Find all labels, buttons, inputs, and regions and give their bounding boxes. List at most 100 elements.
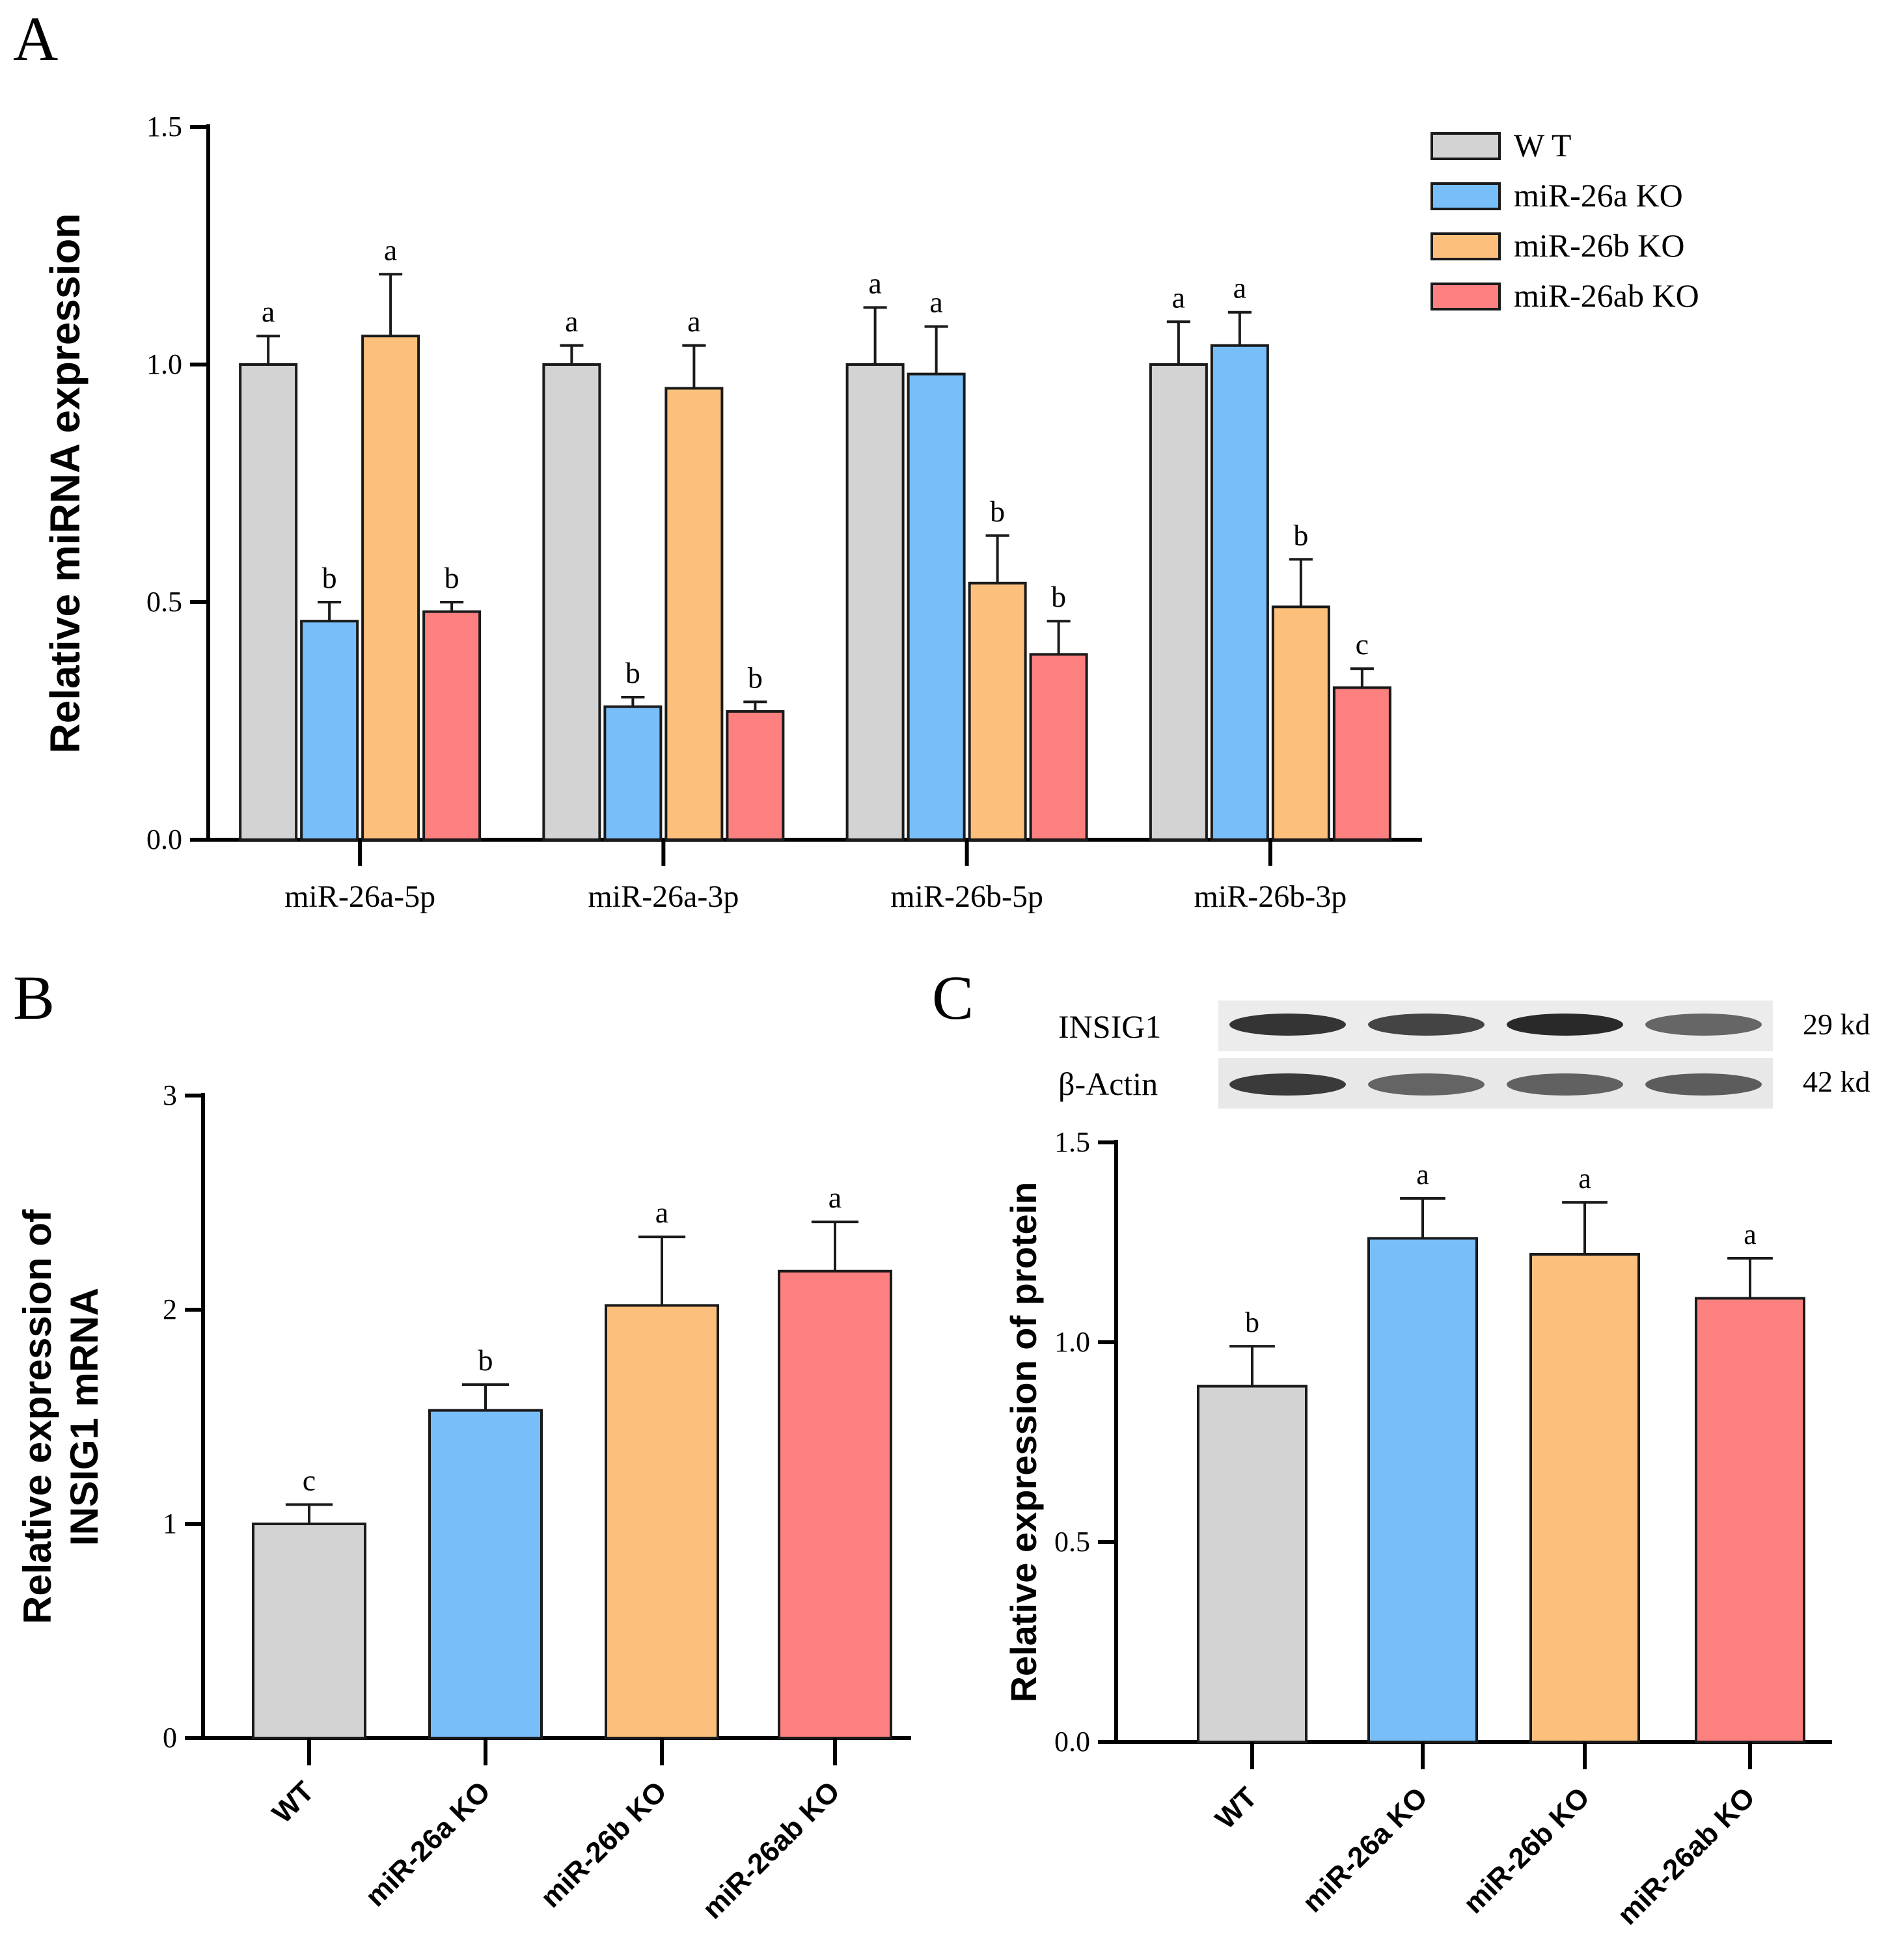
x-tick-label-mir-26ab-ko: miR-26ab KO — [696, 1775, 846, 1925]
panel-b-chart: 0 1 2 3 c WT b miR-26a KO a miR-26b KO a miR-26ab K… — [16, 1079, 911, 1925]
y-tick-label-2: 2 — [163, 1293, 177, 1325]
blot-band — [1645, 1073, 1762, 1096]
bar-mir-26a-ko-mir-26b-5p — [907, 372, 966, 841]
blot-band — [1368, 1014, 1485, 1036]
blot-label-insig1: INSIG1 — [1058, 1008, 1161, 1045]
legend-swatch-4 — [1431, 283, 1501, 311]
x-tick-label-mir-26a-5p: miR-26a-5p — [284, 879, 435, 914]
blot-size-42-kd: 42 kd — [1803, 1065, 1870, 1098]
y-tick-label-3: 3 — [163, 1079, 177, 1111]
bar-mir-26b-ko — [1529, 1252, 1640, 1744]
significance-letter: a — [1578, 1163, 1591, 1194]
significance-letter: a — [687, 305, 700, 338]
significance-letter: a — [1233, 271, 1246, 305]
bar-mir-26b-ko — [605, 1304, 719, 1740]
panel-a-chart: 0.0 0.5 1.0 1.5 a b a b miR-26a-5p a b a b miR-26a-3p… — [42, 111, 1422, 914]
bar-mir-26a-ko-mir-26a-5p — [300, 620, 359, 841]
y-axis-title: Relative miRNA expression — [42, 214, 89, 754]
significance-letter: a — [828, 1181, 842, 1214]
bar-mir-26ab-ko — [1695, 1297, 1805, 1743]
panel-label-c: C — [932, 963, 974, 1032]
x-tick-label-wt: WT — [266, 1775, 320, 1829]
significance-letter: c — [303, 1463, 316, 1497]
significance-letter: a — [384, 233, 397, 266]
bar-mir-26b-ko-mir-26b-3p — [1271, 605, 1330, 841]
x-tick-label-mir-26b-ko: miR-26b KO — [1457, 1781, 1596, 1920]
bar-mir-26a-ko-mir-26a-3p — [603, 705, 663, 841]
significance-letter: b — [625, 656, 640, 689]
y-tick-label-0-0: 0.0 — [1054, 1726, 1090, 1758]
blot-band — [1507, 1073, 1623, 1096]
bar-wt-mir-26a-3p — [542, 363, 601, 841]
bar-wt — [1197, 1385, 1307, 1744]
legend-label-mir-26b-ko: miR-26b KO — [1514, 227, 1685, 264]
significance-letter: b — [322, 561, 337, 594]
blot-band — [1368, 1073, 1485, 1096]
x-tick-label-mir-26b-3p: miR-26b-3p — [1194, 879, 1347, 914]
blot-band — [1229, 1073, 1346, 1096]
bar-mir-26a-ko-mir-26b-3p — [1210, 344, 1269, 841]
bar-mir-26ab-ko-mir-26a-5p — [422, 610, 482, 841]
bar-mir-26ab-ko-mir-26b-3p — [1332, 686, 1391, 842]
bar-wt-mir-26b-5p — [845, 363, 905, 841]
significance-letter: b — [748, 661, 763, 694]
y-tick-label-1-0: 1.0 — [146, 348, 182, 380]
panel-c-western-blot: INSIG1 29 kd β-Actin 42 kd — [1058, 1001, 1870, 1109]
significance-letter: a — [262, 295, 275, 328]
bar-mir-26ab-ko-mir-26a-3p — [726, 710, 785, 842]
bar-mir-26b-ko-mir-26b-5p — [968, 581, 1027, 841]
bar-wt-mir-26a-5p — [239, 363, 298, 841]
x-tick-label-wt: WT — [1209, 1781, 1263, 1835]
y-tick-label-0-5: 0.5 — [146, 586, 182, 618]
x-tick-label-mir-26a-ko: miR-26a KO — [1296, 1781, 1434, 1918]
bar-mir-26b-ko-mir-26a-3p — [664, 387, 724, 841]
significance-letter: a — [1172, 281, 1185, 314]
y-tick-label-0: 0 — [163, 1722, 177, 1754]
blot-band — [1645, 1014, 1762, 1036]
panel-c-chart: 0.0 0.5 1.0 1.5 b WT a miR-26a KO a miR-26b KO a mi… — [1003, 1126, 1832, 1931]
significance-letter: a — [929, 286, 942, 319]
blot-band — [1229, 1014, 1346, 1036]
legend-swatch-1 — [1431, 132, 1501, 160]
x-tick-label-mir-26b-ko: miR-26b KO — [534, 1775, 673, 1914]
y-axis-title-line-2: INSIG1 mRNA — [62, 1288, 106, 1546]
y-tick-label-0-5: 0.5 — [1054, 1526, 1090, 1558]
bar-mir-26ab-ko — [778, 1269, 892, 1739]
bar-wt-mir-26b-3p — [1149, 363, 1208, 841]
bar-mir-26ab-ko-mir-26b-5p — [1029, 653, 1088, 841]
x-tick-label-mir-26a-ko: miR-26a KO — [359, 1775, 497, 1912]
significance-letter: a — [868, 266, 881, 299]
significance-letter: b — [990, 495, 1005, 528]
legend-label-mir-26a-ko: miR-26a KO — [1514, 177, 1683, 214]
legend-swatch-2 — [1431, 182, 1501, 210]
x-tick-label-mir-26ab-ko: miR-26ab KO — [1611, 1781, 1761, 1931]
blot-band — [1507, 1014, 1623, 1036]
significance-letter: b — [445, 561, 459, 594]
y-axis-title-line-1: Relative expression of — [16, 1209, 59, 1624]
legend-label-mir-26ab-ko: miR-26ab KO — [1514, 277, 1699, 314]
panel-label-a: A — [13, 4, 58, 74]
blot-size-29-kd: 29 kd — [1803, 1008, 1870, 1041]
significance-letter: b — [1245, 1306, 1259, 1338]
legend-swatch-3 — [1431, 232, 1501, 260]
y-tick-label-1-0: 1.0 — [1054, 1326, 1090, 1358]
x-tick-label-mir-26b-5p: miR-26b-5p — [890, 879, 1043, 914]
significance-letter: a — [565, 305, 578, 338]
y-tick-label-1: 1 — [163, 1508, 177, 1539]
significance-letter: b — [478, 1344, 493, 1377]
significance-letter: b — [1293, 518, 1308, 551]
blot-label-actin: β-Actin — [1058, 1066, 1158, 1102]
significance-letter: c — [1356, 628, 1369, 661]
panel-a-legend: W T miR-26a KO miR-26b KO miR-26ab KO — [1431, 127, 1699, 314]
y-tick-label-1-5: 1.5 — [1054, 1126, 1090, 1158]
significance-letter: a — [1744, 1219, 1757, 1250]
bar-mir-26a-ko — [428, 1409, 543, 1739]
y-tick-label-1-5: 1.5 — [146, 111, 182, 143]
bar-wt — [252, 1523, 366, 1739]
y-tick-label-0-0: 0.0 — [146, 823, 182, 855]
significance-letter: a — [655, 1196, 668, 1229]
panel-label-b: B — [13, 963, 55, 1032]
bar-mir-26b-ko-mir-26a-5p — [361, 335, 420, 841]
bar-mir-26a-ko — [1367, 1237, 1478, 1743]
